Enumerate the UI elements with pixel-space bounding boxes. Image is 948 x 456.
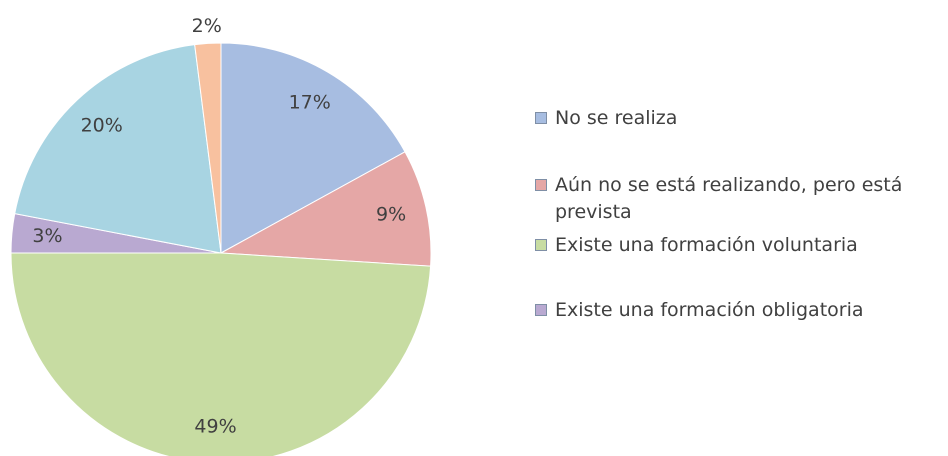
legend-label: Existe una formación obligatoria [555,299,864,321]
legend-label: No se realiza [555,107,678,129]
legend-swatch [535,179,547,191]
legend-label: Aún no se está realizando, pero está pre… [555,174,903,223]
legend-swatch [535,304,547,316]
data-label: 17% [289,91,331,113]
pie-slice [10,252,432,456]
legend-item: Existe una formación obligatoria [535,297,945,324]
legend-item: No se realiza [535,105,945,132]
pie-slice [220,42,406,254]
data-label: 49% [194,416,236,438]
legend-swatch [535,239,547,251]
data-label: 2% [192,15,222,37]
pie-slice [194,42,222,254]
legend-item: Aún no se está realizando, pero está pre… [535,172,945,226]
pie-slice [219,151,432,267]
legend-item: Existe una formación voluntaria [535,232,945,259]
legend-label: Existe una formación voluntaria [555,234,858,256]
data-label: 20% [81,114,123,136]
data-label: 3% [32,225,62,247]
legend-swatch [535,112,547,124]
data-label: 9% [376,203,406,225]
pie-slice [14,44,222,254]
